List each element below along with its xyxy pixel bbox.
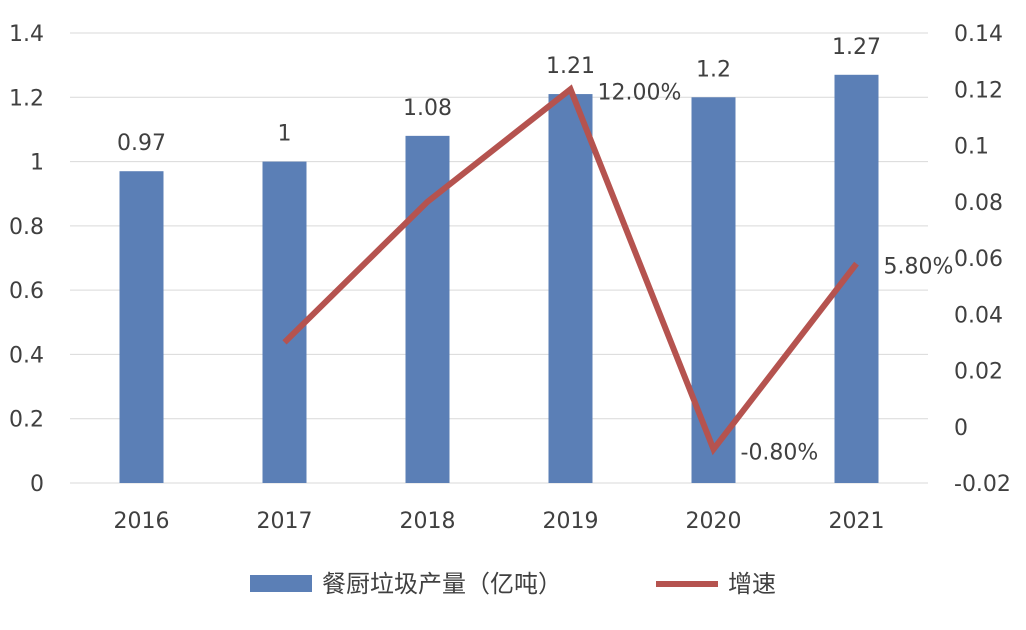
- legend-bar-label: 餐厨垃圾产量（亿吨）: [322, 570, 562, 598]
- y-right-tick-label: 0.12: [954, 78, 1003, 103]
- y-right-tick-label: 0.08: [954, 191, 1003, 216]
- y-right-tick-label: 0.1: [954, 135, 989, 160]
- data-labels: 0.97 1 1.08 1.21 1.2 1.27 12.00% -0.80% 5.80%: [117, 35, 953, 465]
- line-data-label: 5.80%: [884, 255, 954, 280]
- x-axis: 2016 2017 2018 2019 2020 2021: [114, 509, 885, 534]
- bar: [548, 94, 593, 484]
- x-tick-label: 2017: [257, 509, 313, 534]
- legend-bar-swatch: [250, 575, 312, 592]
- line-data-label: -0.80%: [741, 440, 819, 465]
- y-right-tick-label: 0.04: [954, 303, 1003, 328]
- x-tick-label: 2020: [686, 509, 742, 534]
- y-left-tick-label: 1.4: [9, 22, 44, 47]
- bar-data-label: 1.2: [696, 57, 731, 82]
- bar-data-label: 1.21: [546, 54, 595, 79]
- y-right-tick-label: -0.02: [954, 472, 1011, 497]
- x-tick-label: 2018: [400, 509, 456, 534]
- y-left-tick-label: 1.2: [9, 86, 44, 111]
- gridlines: [70, 32, 928, 484]
- y-left-tick-label: 0.4: [9, 343, 44, 368]
- y-right-tick-label: 0.06: [954, 247, 1003, 272]
- y-axis-right: -0.02 0 0.02 0.04 0.06 0.08 0.1 0.12 0.14: [954, 22, 1011, 497]
- bar: [119, 171, 164, 483]
- line-series: [282, 84, 859, 456]
- bar-series: [119, 74, 879, 484]
- line-data-label: 12.00%: [598, 80, 682, 105]
- legend: 餐厨垃圾产量（亿吨） 增速: [250, 570, 776, 598]
- y-left-tick-label: 0.2: [9, 408, 44, 433]
- y-axis-left: 0 0.2 0.4 0.6 0.8 1 1.2 1.4: [9, 22, 44, 497]
- legend-line-label: 增速: [728, 570, 776, 598]
- bar-data-label: 1: [278, 122, 292, 147]
- bar-data-label: 0.97: [117, 131, 166, 156]
- x-tick-label: 2021: [829, 509, 885, 534]
- y-right-tick-label: 0.14: [954, 22, 1003, 47]
- bar-data-label: 1.08: [403, 96, 452, 121]
- x-tick-label: 2016: [114, 509, 170, 534]
- y-right-tick-label: 0.02: [954, 360, 1003, 385]
- x-tick-label: 2019: [543, 509, 599, 534]
- y-left-tick-label: 0: [30, 472, 44, 497]
- y-left-tick-label: 0.8: [9, 215, 44, 240]
- y-left-tick-label: 1: [30, 151, 44, 176]
- y-right-tick-label: 0: [954, 416, 968, 441]
- y-left-tick-label: 0.6: [9, 279, 44, 304]
- bar: [262, 161, 307, 484]
- bar-data-label: 1.27: [832, 35, 881, 60]
